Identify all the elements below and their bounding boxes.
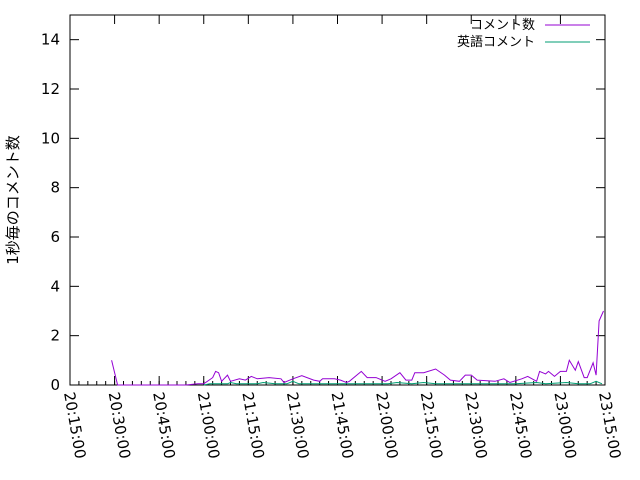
x-tick-label: 21:15:00 [238, 391, 267, 460]
x-tick-label: 20:15:00 [60, 391, 89, 460]
y-tick-label: 8 [50, 179, 60, 197]
y-tick-label: 12 [41, 80, 60, 98]
x-tick-label: 22:30:00 [461, 391, 490, 460]
y-tick-label: 6 [50, 228, 60, 246]
x-tick-label: 21:00:00 [194, 391, 223, 460]
x-tick-label: 22:15:00 [417, 391, 446, 460]
legend: コメント数 英語コメント [457, 18, 590, 50]
y-tick-label: 0 [50, 376, 60, 394]
x-tick-label: 20:45:00 [149, 391, 178, 460]
x-tick-label: 21:30:00 [283, 391, 312, 460]
y-tick-label: 10 [41, 129, 60, 147]
y-axis-label: 1秒毎のコメント数 [4, 135, 22, 265]
series-line-1 [203, 380, 603, 386]
x-tick-label: 21:45:00 [328, 391, 357, 460]
plot-frame [69, 14, 606, 386]
y-tick-label: 2 [50, 327, 60, 345]
y-tick-label: 4 [50, 277, 60, 295]
x-tick-label: 23:15:00 [595, 391, 624, 460]
x-tick-label: 22:45:00 [506, 391, 535, 460]
legend-label-1: 英語コメント [457, 34, 535, 50]
series-line-0 [111, 310, 604, 386]
x-tick-label: 20:30:00 [105, 391, 134, 460]
x-tick-label: 22:00:00 [372, 391, 401, 460]
legend-label-0: コメント数 [470, 18, 535, 33]
x-tick-label: 23:00:00 [550, 391, 579, 460]
y-tick-label: 14 [41, 31, 60, 49]
